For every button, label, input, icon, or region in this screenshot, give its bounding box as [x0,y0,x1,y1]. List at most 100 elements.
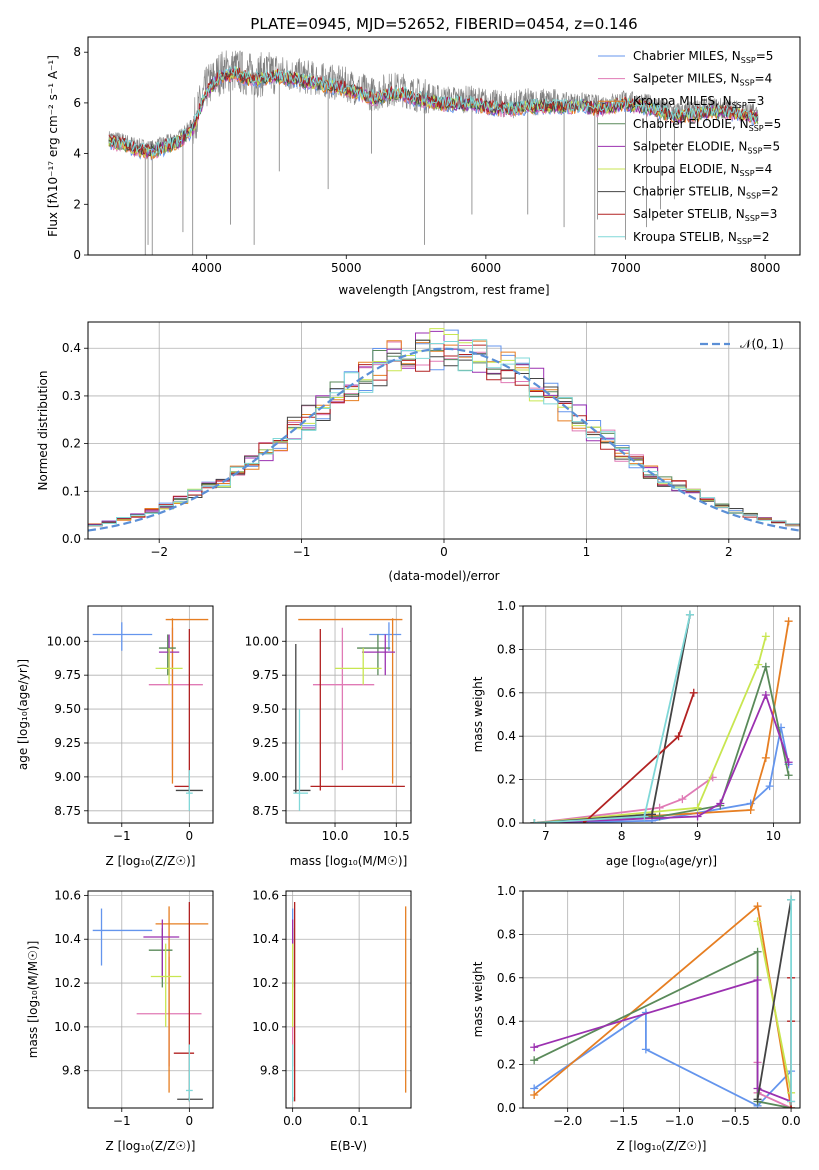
weight-series-line [533,978,792,1103]
x-axis-label: Z [log₁₀(Z/Z☉)] [617,1139,707,1153]
weight-marker [689,688,698,697]
y-tick-label: 9.75 [54,668,81,682]
y-tick-label: 9.25 [54,736,81,750]
y-tick-label: 9.00 [54,770,81,784]
y-tick-label: 1.0 [497,599,516,613]
weight-marker [787,1097,796,1106]
y-axis-label: mass weight [471,676,485,752]
plot-area [291,901,407,1102]
weight-marker [640,812,649,821]
residual-histogram [88,339,800,526]
errorbar-point [155,648,183,685]
y-tick-label: 0.6 [497,971,516,985]
y-tick-label: 10.4 [54,932,81,946]
axes-frame: −1 0 9.8 10.0 10.2 10.4 10.6 [54,888,214,1128]
x-tick-label: −1.0 [665,1114,694,1128]
residual-histogram [88,339,800,527]
x-tick-label: 0.1 [350,1114,369,1128]
legend-label: Salpeter STELIB, NSSP=3 [633,207,777,223]
y-tick-label: 9.75 [252,668,279,682]
weight-series-line [583,692,695,823]
weight-marker [761,690,770,699]
plot-area [293,618,405,811]
y-tick-label: 6 [73,96,81,110]
legend-label: Kroupa ELODIE, NSSP=4 [633,162,772,178]
weight-series-line [534,614,691,823]
axes-spine [285,605,412,824]
errorbar-point [150,943,182,1027]
axes-frame: 7 8 9 10 0.0 0.2 0.4 0.6 0.8 1.0 [497,599,801,843]
x-tick-label: 0 [440,545,448,559]
y-tick-label: 0.8 [497,642,516,656]
y-tick-label: 10.0 [252,1020,279,1034]
y-tick-label: 10.2 [54,976,81,990]
errorbar-point [293,643,311,794]
weight-marker [530,819,539,823]
axes-spine [87,36,801,256]
x-tick-label: −0.5 [721,1114,750,1128]
panel-age-vs-mass: 10.0 10.5 8.75 9.00 9.25 9.50 9.75 10.00 [245,605,412,843]
y-tick-label: 4 [73,147,81,161]
plot-area [92,901,209,1102]
errorbar-point [298,618,403,784]
plot-area [108,50,759,255]
x-tick-label: 0 [186,829,194,843]
x-tick-label: 0 [186,1114,194,1128]
y-tick-label: 0.2 [62,437,81,451]
x-tick-label: −1 [113,1114,131,1128]
weight-marker [648,810,657,819]
plot-area [530,895,796,1108]
y-tick-label: 0.2 [497,773,516,787]
x-tick-label: 1 [583,545,591,559]
weight-marker [641,1045,650,1054]
axes-frame: −2 −1 0 1 2 0.0 0.1 0.2 0.3 0.4 [62,321,801,559]
errorbar-point [174,629,191,791]
weight-marker [787,895,796,904]
axes-frame: 4000 5000 6000 7000 8000 0 2 4 6 8 [73,36,801,275]
y-tick-label: 0.0 [62,532,81,546]
errorbar-point [185,770,193,811]
y-tick-label: 8 [73,45,81,59]
errorbar-point [143,919,180,979]
weight-marker [716,799,725,808]
y-tick-label: 10.4 [252,932,279,946]
weight-series-line [534,776,714,823]
weight-marker [530,1090,539,1099]
spectrum-legend: Chabrier MILES, NSSP=5 Salpeter MILES, NS… [598,49,781,246]
errorbar-point [361,634,396,676]
axes-frame: −1 0 8.75 9.00 9.25 9.50 9.75 10.00 [47,605,214,843]
y-tick-label: 10.00 [245,634,279,648]
panel-mass-vs-EBV: 0.0 0.1 9.8 10.0 10.2 10.4 10.6 [252,888,412,1128]
x-tick-label: 8 [618,829,626,843]
panel-spectrum: 4000 5000 6000 7000 8000 0 2 4 6 8 [73,36,801,275]
errorbar-point [92,908,153,966]
weight-marker [753,917,762,926]
y-axis-label: Flux [fλ10⁻¹⁷ erg cm⁻² s⁻¹ A⁻¹] [46,55,60,237]
legend-label: Chabrier MILES, NSSP=5 [633,49,773,65]
y-tick-label: 10.00 [47,634,81,648]
weight-marker [784,771,793,780]
y-tick-label: 0.4 [497,729,516,743]
errorbar-point [293,709,309,811]
x-axis-label: (data-model)/error [388,569,499,583]
axes-spine [522,605,801,824]
errorbar-point [158,634,176,676]
errorbar-point [148,627,203,771]
y-tick-label: 9.25 [252,736,279,750]
weight-marker [753,902,762,911]
errorbar-point [310,629,405,791]
residual-histogram [88,343,800,527]
weight-marker [761,753,770,762]
errorbar-point [335,648,382,685]
panel-mass-vs-Z: −1 0 9.8 10.0 10.2 10.4 10.6 [54,888,214,1128]
weight-marker [761,632,770,641]
panel-residuals: −2 −1 0 1 2 0.0 0.1 0.2 0.3 0.4 [62,321,801,559]
weight-marker [746,805,755,814]
y-tick-label: 9.50 [252,702,279,716]
weight-marker [753,947,762,956]
weight-marker [784,758,793,767]
x-tick-label: 5000 [331,261,362,275]
x-axis-label: E(B-V) [330,1139,367,1153]
x-tick-label: −1 [293,545,311,559]
